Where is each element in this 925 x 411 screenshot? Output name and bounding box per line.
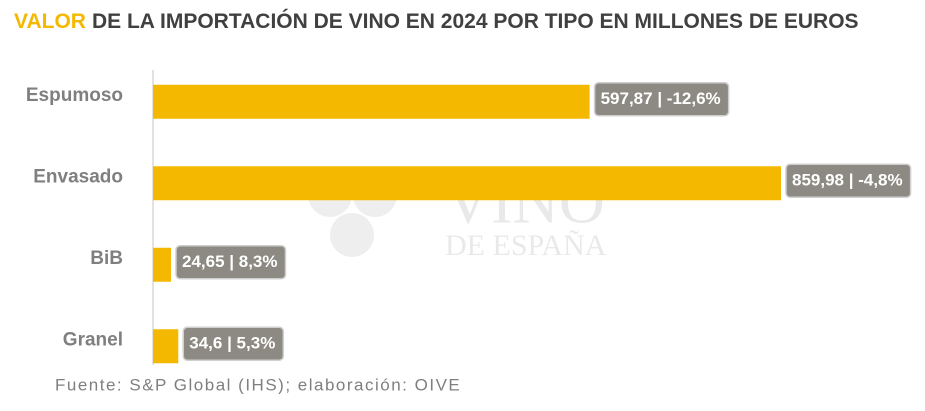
bar: [153, 166, 781, 201]
value-label: 34,6 | 5,3%: [189, 334, 275, 353]
source-note: Fuente: S&P Global (IHS); elaboración: O…: [55, 375, 461, 394]
value-label: 859,98 | -4,8%: [792, 171, 903, 190]
bar: [153, 247, 172, 282]
value-label-group: 34,6 | 5,3%: [182, 326, 285, 361]
bar: [153, 329, 179, 364]
chart-title: VALOR DE LA IMPORTACIÓN DE VINO EN 2024 P…: [14, 9, 859, 33]
value-label-box: [593, 82, 730, 117]
category-label: Granel: [63, 329, 123, 350]
watermark-text: DE ESPAÑA: [445, 229, 607, 262]
value-label: 24,65 | 8,3%: [182, 252, 278, 271]
value-label-box: [175, 245, 287, 280]
category-label: Espumoso: [26, 85, 123, 106]
category-label: BiB: [90, 248, 123, 269]
value-label-group: 597,87 | -12,6%: [593, 82, 730, 117]
title-highlight: VALOR: [14, 10, 86, 33]
value-label-box: [785, 163, 912, 198]
watermark-grape: [330, 213, 374, 257]
value-label-group: 859,98 | -4,8%: [785, 163, 912, 198]
title-text: DE LA IMPORTACIÓN DE VINO EN 2024 POR TI…: [92, 9, 859, 33]
value-label-group: 24,65 | 8,3%: [175, 245, 287, 280]
category-label: Envasado: [33, 166, 123, 187]
bar: [153, 84, 590, 119]
value-label: 597,87 | -12,6%: [601, 89, 721, 108]
value-label-box: [182, 326, 285, 361]
